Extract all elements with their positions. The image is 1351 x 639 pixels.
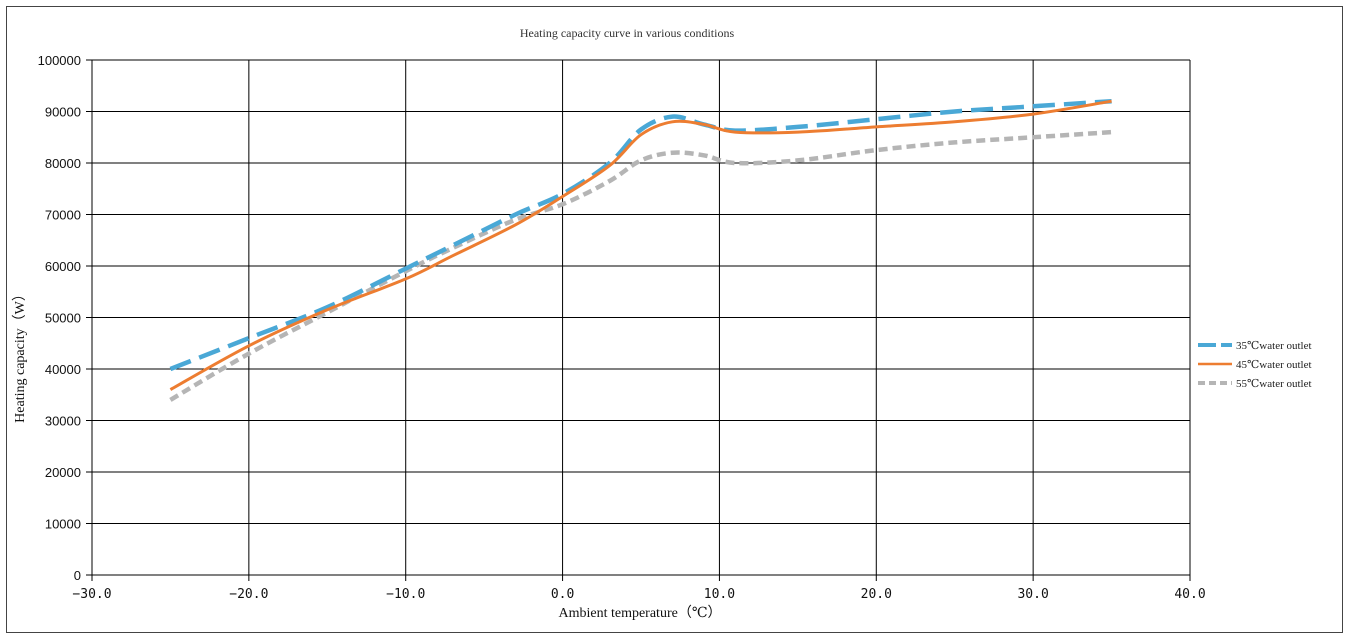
chart-title: Heating capacity curve in various condit… (520, 26, 735, 40)
x-tick-label: −10.0 (386, 587, 425, 602)
y-tick-label: 40000 (45, 362, 81, 377)
x-tick-label: 10.0 (704, 587, 735, 602)
x-axis-label: Ambient temperature（℃） (558, 605, 721, 621)
y-tick-label: 10000 (45, 517, 81, 532)
y-tick-label: 20000 (45, 465, 81, 480)
legend: 35℃water outlet 45℃water outlet 55℃water o… (1198, 340, 1312, 390)
x-tick-label: −30.0 (72, 587, 111, 602)
grid-lines (86, 59, 1191, 581)
legend-label: 55℃water outlet (1236, 378, 1312, 390)
legend-label: 45℃water outlet (1236, 359, 1312, 371)
y-tick-label: 80000 (45, 156, 81, 171)
y-tick-label: 30000 (45, 414, 81, 429)
x-tick-label: 40.0 (1174, 587, 1205, 602)
x-tick-label: 20.0 (861, 587, 892, 602)
x-tick-labels: −30.0 −20.0 −10.0 0.0 10.0 20.0 30.0 40.0 (72, 587, 1205, 602)
series-lines (169, 98, 1112, 402)
y-axis-label: Heating capacity（W） (12, 287, 28, 423)
y-tick-label: 60000 (45, 259, 81, 274)
series-line-1 (169, 98, 1112, 372)
x-tick-label: 30.0 (1017, 587, 1048, 602)
series-line-2 (169, 99, 1112, 391)
y-tick-label: 70000 (45, 208, 81, 223)
y-tick-labels: 0 10000 20000 30000 40000 50000 60000 70000 8000… (38, 53, 81, 583)
legend-label: 35℃water outlet (1236, 340, 1312, 352)
y-tick-label: 50000 (45, 311, 81, 326)
chart-frame (6, 6, 1343, 633)
y-tick-label: 100000 (38, 53, 81, 68)
x-tick-label: −20.0 (229, 587, 268, 602)
y-tick-label: 0 (74, 568, 81, 583)
y-tick-label: 90000 (45, 105, 81, 120)
x-tick-label: 0.0 (551, 587, 574, 602)
